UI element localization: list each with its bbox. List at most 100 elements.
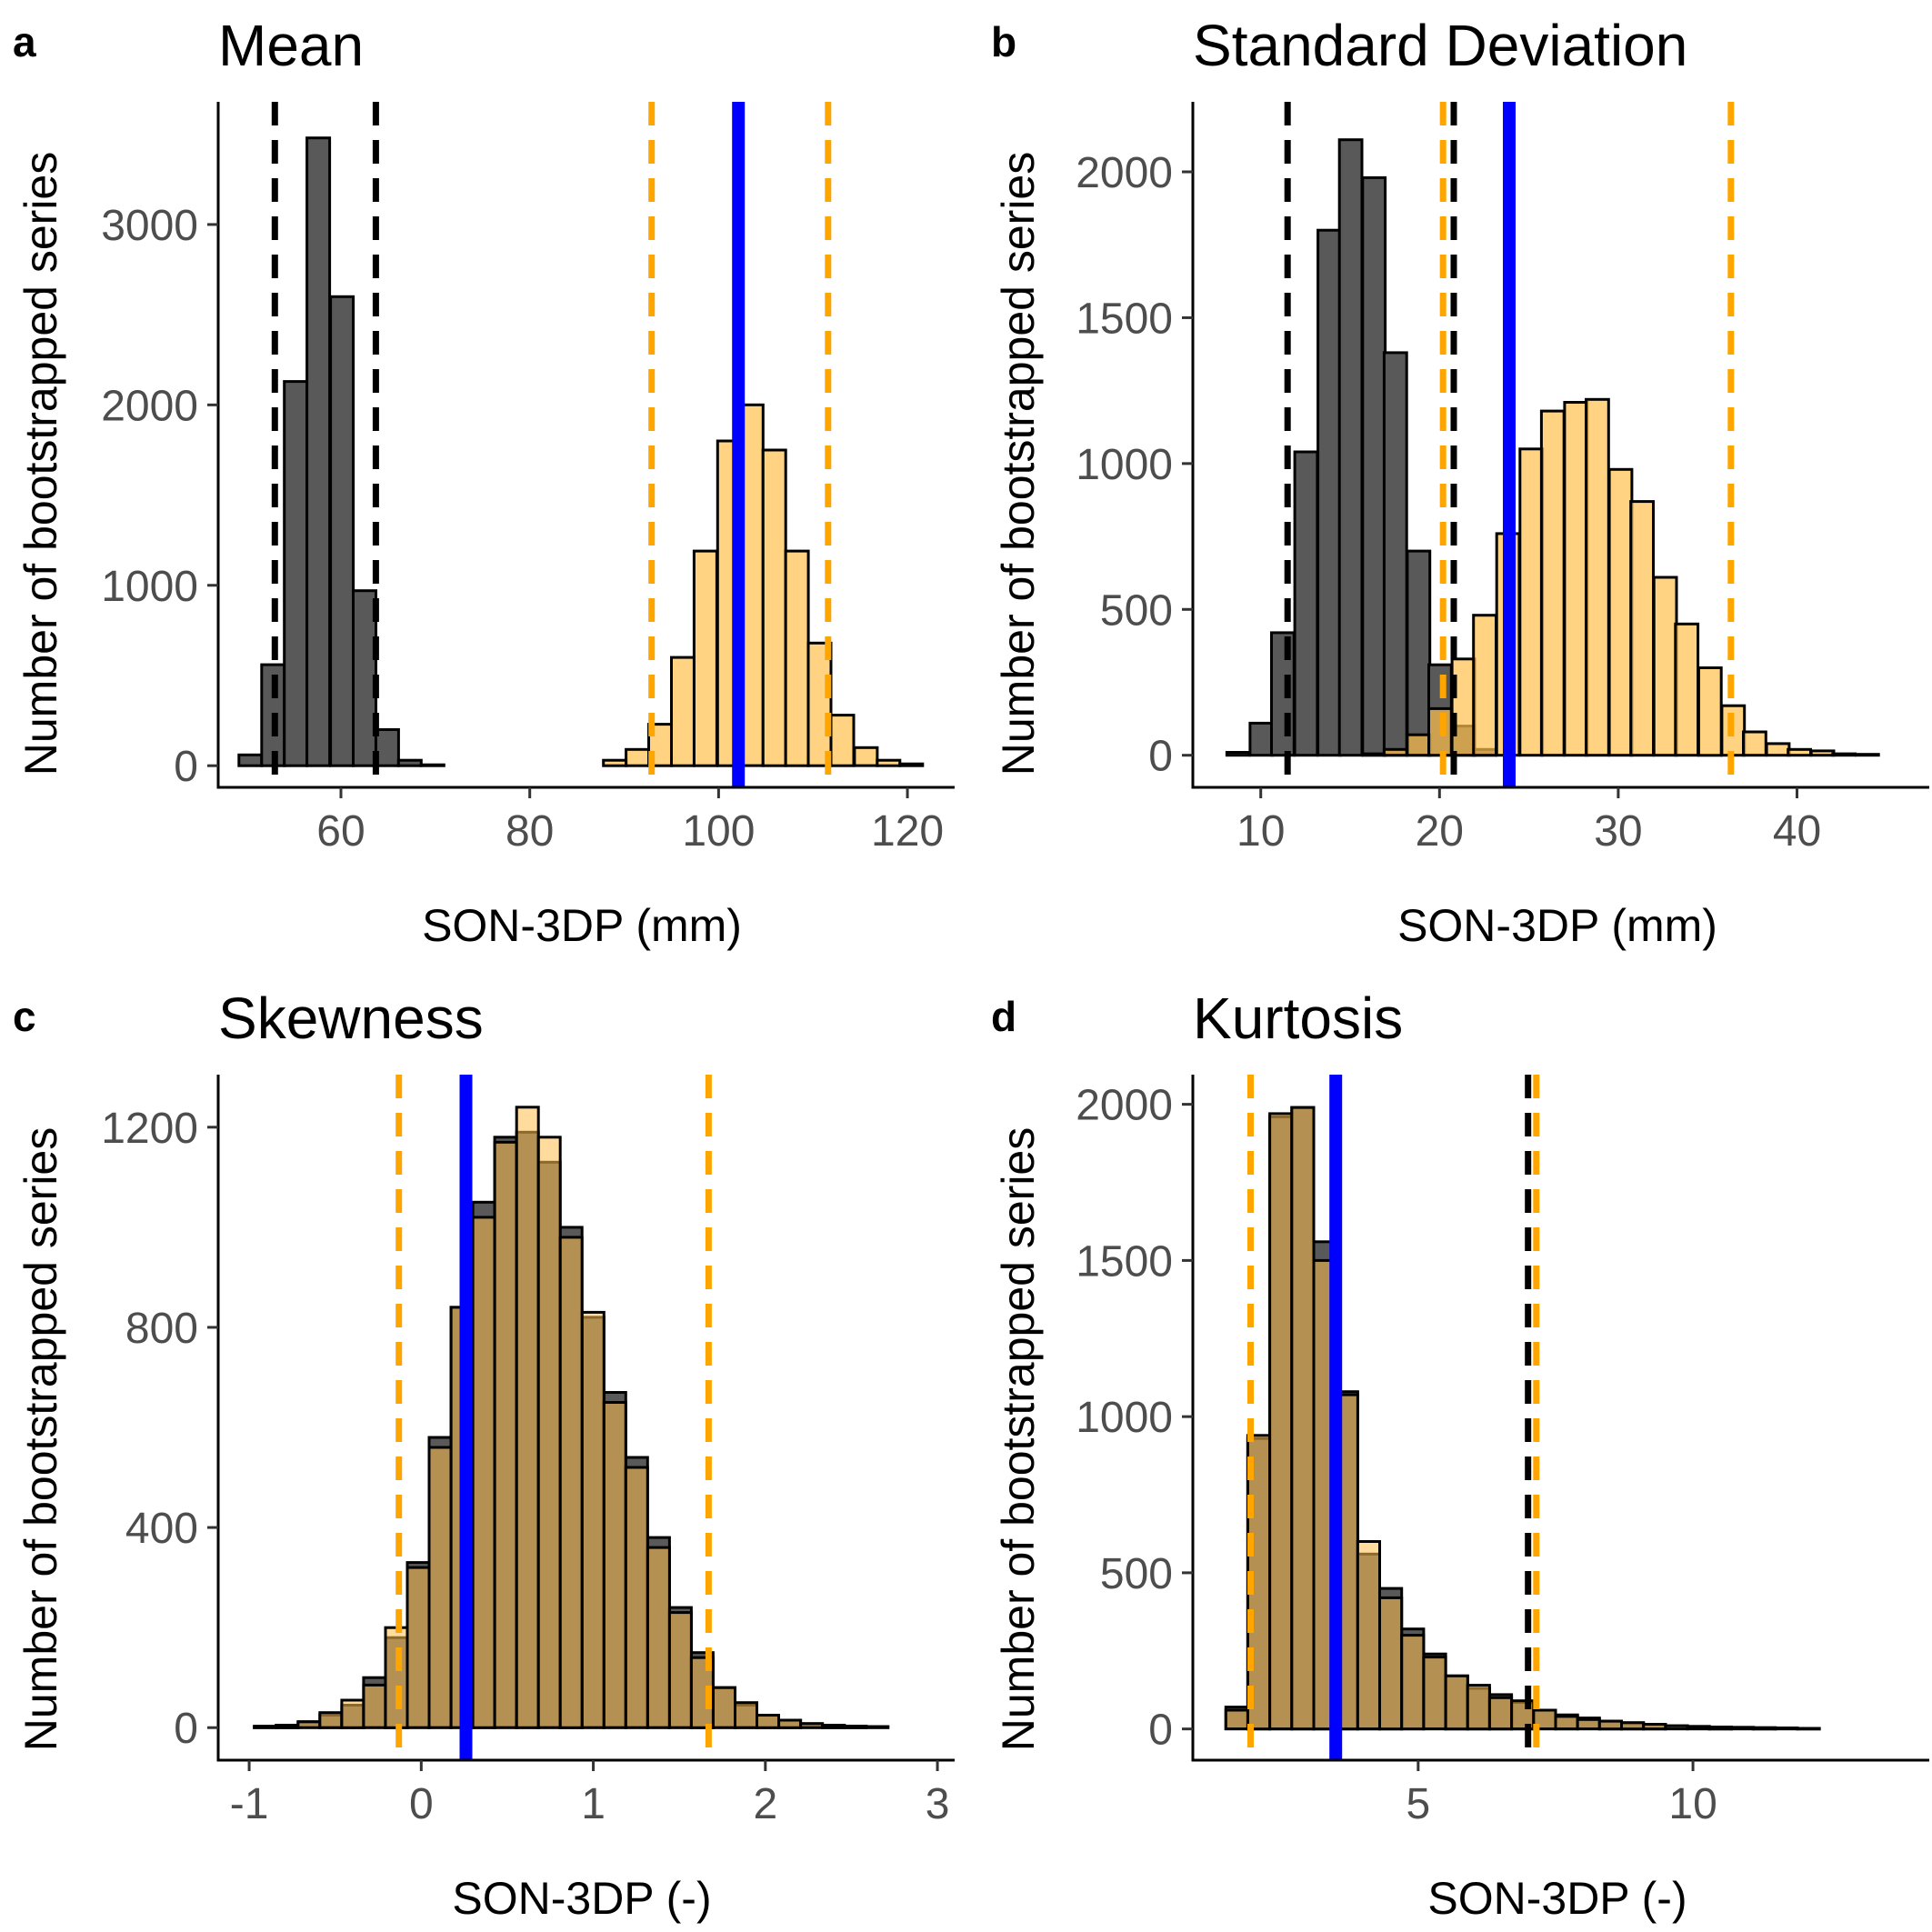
series-simulated [253, 1106, 890, 1729]
histogram-bar [799, 1722, 825, 1729]
histogram-bar [296, 1720, 322, 1729]
x-tick-label: 1 [581, 1780, 606, 1828]
x-tick-label: 40 [1773, 807, 1821, 856]
x-tick-label: 30 [1594, 807, 1642, 856]
histogram-bar [784, 549, 810, 767]
histogram-bar [1487, 1696, 1514, 1731]
histogram-bar [821, 1724, 846, 1729]
panel-title: Mean [218, 13, 364, 78]
histogram-bar [1337, 138, 1364, 757]
histogram-bar [853, 746, 879, 767]
histogram-bar [1742, 730, 1767, 757]
histogram-bar [237, 753, 264, 767]
histogram-bar [396, 758, 423, 767]
x-tick-label: 5 [1406, 1780, 1430, 1828]
histogram-bar [493, 1140, 518, 1729]
histogram-bar [305, 136, 332, 767]
y-tick-label: 0 [1148, 1707, 1173, 1755]
y-tick-label: 0 [174, 1705, 198, 1753]
y-tick-label: 3000 [101, 202, 198, 250]
histogram-bar [1406, 549, 1432, 757]
histogram-bar [624, 1466, 649, 1729]
histogram-bar [1225, 751, 1251, 757]
y-tick-label: 500 [1100, 586, 1173, 635]
histogram-bar [777, 1718, 803, 1729]
panel-title: Skewness [218, 986, 484, 1051]
histogram-bar [1854, 753, 1880, 757]
histogram-bar [646, 1546, 671, 1729]
histogram-bar [761, 448, 787, 767]
panel-c-skewness: c Skewness Number of bootstrapped series… [13, 986, 955, 1924]
histogram-bar [1686, 1725, 1711, 1731]
x-tick-label: 80 [506, 807, 554, 856]
histogram-bar [1765, 742, 1791, 757]
histogram-bar [712, 1686, 736, 1729]
histogram-bar [329, 295, 355, 767]
x-axis-title: SON-3DP (mm) [1397, 900, 1717, 951]
histogram-bar [1576, 1717, 1601, 1731]
histogram-bar [1361, 752, 1387, 757]
histogram-bar [1382, 747, 1408, 757]
histogram-bar [806, 641, 833, 767]
y-tick-label: 1000 [1076, 441, 1173, 489]
y-tick-label: 0 [1148, 733, 1173, 781]
histogram-bar [692, 549, 718, 767]
histogram-bar [405, 1566, 431, 1729]
panel-letter: d [991, 993, 1016, 1040]
histogram-bar [1248, 721, 1275, 757]
plot-area: 0 500 1000 1500 2000 10 20 30 40 [1076, 102, 1929, 856]
histogram-bar [427, 1446, 453, 1729]
histogram-bar [1422, 1656, 1447, 1731]
x-tick-label: 0 [409, 1780, 434, 1828]
histogram-bar [1361, 175, 1387, 757]
histogram-bar [384, 1626, 409, 1729]
x-axis-title: SON-3DP (-) [1427, 1873, 1687, 1924]
histogram-bar [1293, 450, 1319, 757]
histogram-bar [1796, 1727, 1821, 1731]
panel-letter: c [13, 993, 36, 1040]
histogram-bar [602, 758, 628, 767]
x-axis-title: SON-3DP (mm) [422, 900, 742, 951]
series-simulated [1224, 1106, 1821, 1731]
y-axis-title: Number of bootstrapped series [15, 1127, 66, 1751]
histogram-bar [734, 1701, 758, 1729]
histogram-bar [419, 763, 445, 767]
y-tick-label: 0 [174, 743, 198, 791]
plot-area: 0 400 800 1200 -1 0 1 2 3 [101, 1075, 955, 1828]
histogram-bar [374, 728, 400, 767]
histogram-bar [1597, 1719, 1624, 1731]
histogram-bar [1406, 733, 1432, 757]
panel-title: Standard Deviation [1193, 13, 1687, 78]
histogram-bar [362, 1683, 387, 1729]
histogram-bar [1697, 666, 1723, 757]
histogram-bar [1752, 1726, 1777, 1731]
histogram-bar [1382, 351, 1408, 757]
histogram-bar [515, 1106, 540, 1729]
x-tick-label: 20 [1416, 807, 1464, 856]
y-tick-label: 1200 [101, 1105, 198, 1153]
panel-letter: b [991, 18, 1016, 65]
histogram-bar [1809, 749, 1836, 757]
x-tick-label: 10 [1236, 807, 1285, 856]
panel-title: Kurtosis [1193, 986, 1403, 1051]
panel-a-mean: a Mean Number of bootstrapped series SON… [13, 13, 955, 951]
histogram-bar [283, 380, 309, 767]
x-tick-label: 3 [926, 1780, 950, 1828]
histogram-bar [275, 1724, 300, 1729]
y-tick-label: 1000 [1076, 1394, 1173, 1442]
histogram-bar [667, 1611, 693, 1729]
histogram-bar [876, 758, 902, 767]
x-tick-label: 60 [316, 807, 365, 856]
histogram-bar [1652, 576, 1678, 757]
y-tick-label: 2000 [1076, 1082, 1173, 1130]
histogram-bar [829, 714, 856, 767]
x-tick-label: 2 [753, 1780, 777, 1828]
histogram-bar [340, 1698, 365, 1729]
y-axis-title: Number of bootstrapped series [993, 152, 1044, 776]
histogram-bar [602, 1401, 627, 1729]
histogram-bar [843, 1725, 868, 1729]
histogram-bar [1444, 1674, 1469, 1731]
y-tick-label: 400 [125, 1505, 198, 1553]
histogram-bar [1620, 1721, 1646, 1731]
